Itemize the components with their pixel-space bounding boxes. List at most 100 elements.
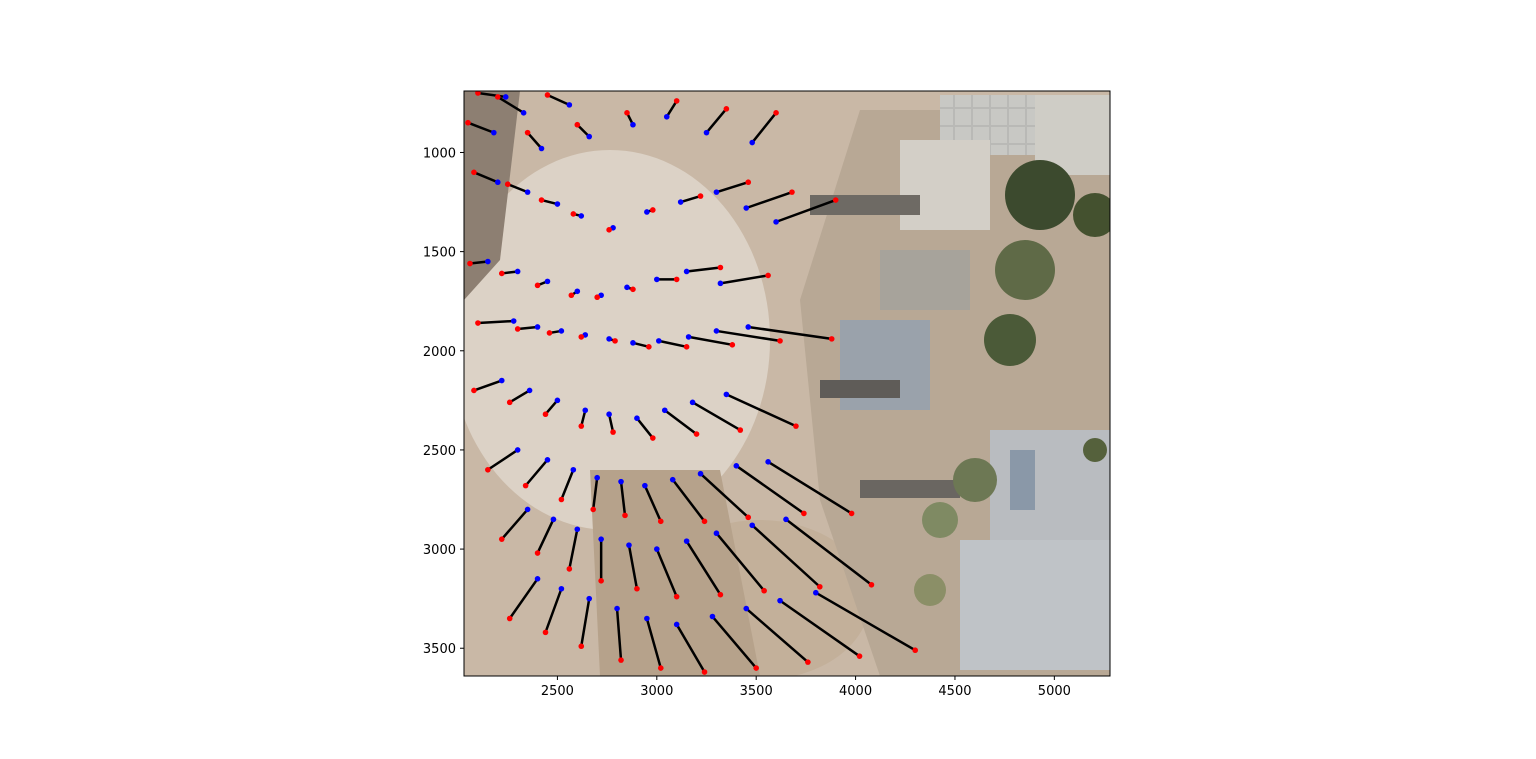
start-point: [566, 102, 573, 108]
start-point: [642, 482, 648, 489]
start-point: [683, 268, 690, 275]
match-segment: [524, 458, 549, 487]
match-segment: [476, 319, 515, 325]
match-segment: [627, 543, 639, 590]
end-point: [868, 581, 875, 588]
end-point: [630, 286, 636, 293]
y-tick-label: 3000: [423, 543, 456, 558]
match-segment: [671, 478, 706, 523]
end-point: [467, 260, 473, 267]
match-segment: [544, 587, 563, 634]
start-point: [618, 478, 624, 485]
match-segment: [685, 266, 722, 273]
end-point: [729, 342, 736, 348]
end-point: [610, 429, 616, 435]
match-segment: [778, 599, 861, 658]
start-point: [777, 597, 783, 604]
match-segment: [635, 416, 655, 440]
start-point: [749, 139, 756, 146]
y-tick-label: 2000: [423, 345, 456, 360]
plot-area: [464, 91, 1110, 676]
start-point: [634, 415, 640, 422]
start-point: [570, 466, 577, 473]
match-segment: [536, 518, 555, 555]
start-point: [669, 476, 676, 483]
match-segment: [735, 464, 806, 515]
start-point: [813, 589, 819, 596]
match-segment: [508, 577, 539, 620]
start-point: [713, 328, 720, 334]
start-point: [524, 506, 531, 513]
end-point: [650, 207, 656, 213]
match-segment: [619, 480, 627, 517]
end-points-series: [465, 91, 919, 675]
x-tick-label: 3000: [640, 684, 673, 699]
match-segment: [615, 607, 623, 662]
end-point: [848, 510, 855, 517]
end-point: [646, 344, 652, 350]
end-point: [574, 121, 581, 128]
end-point: [737, 427, 744, 433]
y-axis: 1000 1500 2000 2500 3000 3500: [423, 146, 464, 657]
start-point: [520, 110, 527, 116]
start-point: [544, 457, 551, 463]
match-segment: [580, 597, 591, 648]
match-segment: [715, 329, 782, 343]
start-point: [683, 538, 690, 544]
start-point: [655, 338, 662, 344]
end-point: [657, 665, 664, 671]
start-point: [783, 516, 789, 523]
end-point: [546, 330, 553, 336]
start-point: [598, 536, 604, 542]
start-point: [614, 605, 620, 612]
match-segment: [506, 182, 529, 194]
start-point: [554, 201, 561, 207]
start-point: [654, 546, 660, 552]
end-point: [673, 98, 680, 104]
end-point: [558, 496, 565, 503]
match-segment: [655, 547, 678, 598]
match-segment: [766, 460, 853, 515]
x-tick-label: 5000: [1038, 684, 1071, 699]
match-segment: [719, 274, 770, 285]
start-point: [485, 258, 491, 265]
end-point: [465, 119, 471, 126]
end-point: [538, 197, 545, 203]
start-point: [558, 328, 565, 334]
end-point: [777, 338, 783, 344]
end-point: [504, 181, 511, 188]
end-point: [765, 272, 771, 279]
start-point: [498, 377, 505, 384]
end-point: [832, 197, 839, 203]
end-point: [475, 320, 481, 326]
match-segment: [496, 95, 525, 115]
plot-frame: [463, 90, 1111, 677]
end-point: [534, 282, 541, 289]
end-point: [590, 506, 596, 513]
start-point: [491, 129, 497, 136]
end-point: [494, 94, 501, 100]
end-point: [753, 665, 759, 671]
x-axis: 2500 3000 3500 4000 4500 5000: [541, 676, 1071, 699]
end-point: [856, 653, 863, 659]
start-point: [574, 288, 581, 295]
end-point: [522, 482, 529, 489]
end-point: [578, 334, 585, 340]
start-point: [526, 387, 533, 394]
match-segment: [468, 260, 490, 265]
match-segment: [750, 524, 822, 589]
match-segment: [663, 409, 698, 436]
end-point: [475, 91, 481, 96]
match-segment: [685, 539, 722, 596]
end-point: [612, 338, 618, 344]
end-point: [471, 169, 477, 176]
start-point: [663, 113, 670, 120]
start-point: [723, 391, 730, 398]
match-segment: [814, 591, 917, 652]
match-segment: [745, 607, 810, 664]
end-point: [568, 292, 575, 299]
end-point: [534, 550, 541, 556]
match-segment: [645, 617, 663, 670]
end-point: [506, 399, 513, 406]
